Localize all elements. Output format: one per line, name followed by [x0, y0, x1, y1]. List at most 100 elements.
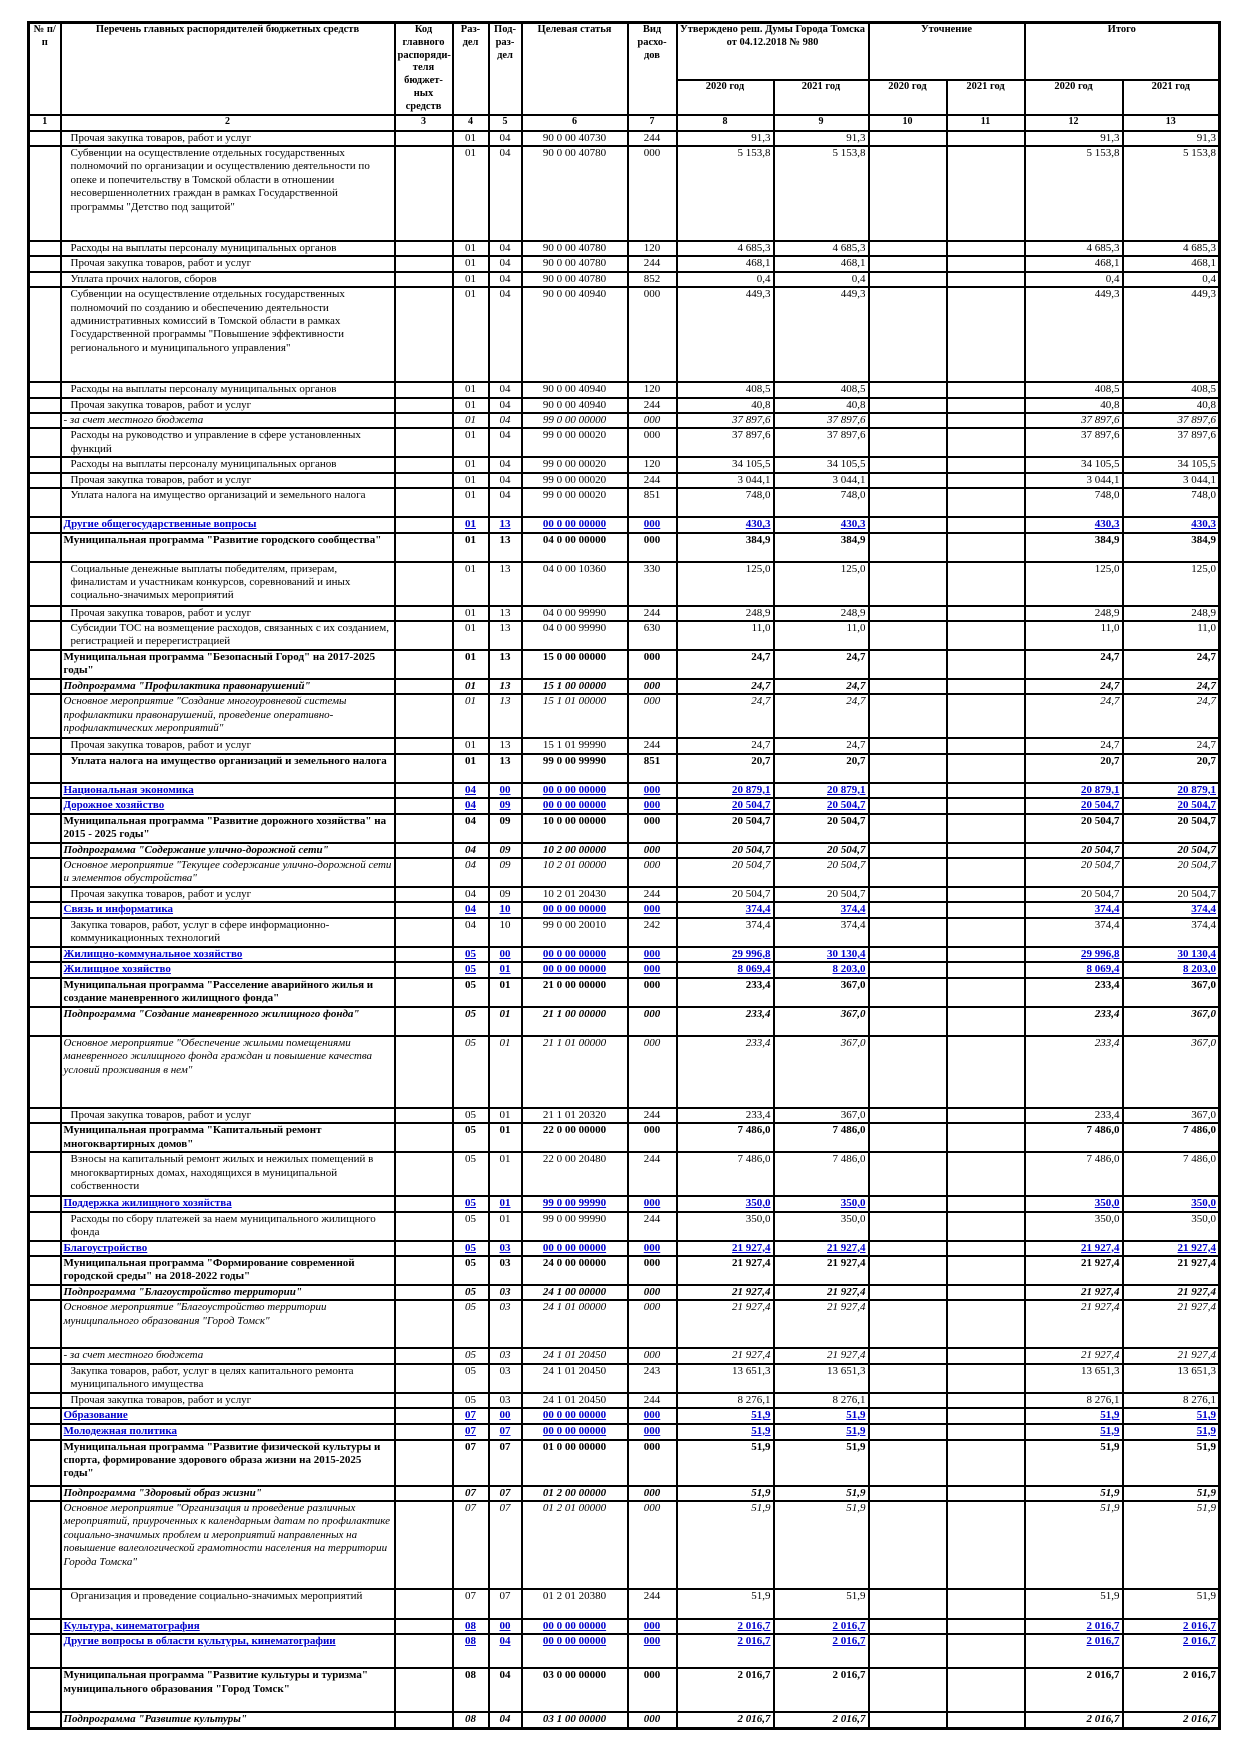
cell-t20: 8 069,4 — [1023, 961, 1124, 979]
cell-num — [27, 604, 62, 623]
cell-name: Расходы на руководство и управление в сф… — [59, 427, 396, 459]
cell-a20: 24,7 — [675, 693, 775, 740]
cell-c21 — [945, 1362, 1026, 1394]
table-row: Прочая закупка товаров, работ и услуг 01 0… — [27, 129, 1221, 148]
table-row: Организация и проведение социально-значи… — [27, 1587, 1221, 1620]
cell-t20: 21 927,4 — [1023, 1283, 1124, 1302]
cell-code — [393, 1299, 454, 1350]
cell-t20: 233,4 — [1023, 976, 1124, 1008]
cell-t21: 449,3 — [1121, 286, 1221, 384]
cell-a20: 24,7 — [675, 678, 775, 696]
cell-pr: 04 — [487, 381, 523, 399]
table-row: Муниципальная программа "Развитие культу… — [27, 1667, 1221, 1714]
header-clarify-2021: 2021 год — [945, 78, 1026, 116]
cell-c21 — [945, 604, 1026, 623]
cell-pr: 07 — [487, 1587, 523, 1620]
cell-pr: 09 — [487, 797, 523, 815]
cell-t20: 248,9 — [1023, 604, 1124, 623]
cell-rz: 04 — [451, 797, 490, 815]
cell-rz: 01 — [451, 752, 490, 784]
cell-t21: 20 504,7 — [1121, 812, 1221, 844]
cell-pr: 04 — [487, 1633, 523, 1670]
table-row: Закупка товаров, работ, услуг в целях ка… — [27, 1362, 1221, 1394]
cell-c21 — [945, 531, 1026, 563]
cell-rz: 04 — [451, 886, 490, 904]
cell-pr: 09 — [487, 857, 523, 889]
cell-name: Закупка товаров, работ, услуг в целях ка… — [59, 1362, 396, 1394]
cell-c20 — [867, 1362, 948, 1394]
table-row: Образование 07 00 00 0 00 00000 000 51,9 51,9 5… — [27, 1407, 1221, 1425]
cell-rz: 01 — [451, 270, 490, 289]
cell-a20: 40,8 — [675, 396, 775, 415]
cell-c20 — [867, 255, 948, 273]
cell-c20 — [867, 649, 948, 681]
cell-vr: 242 — [626, 916, 678, 948]
cell-a20: 125,0 — [675, 560, 775, 607]
cell-num — [27, 693, 62, 740]
cell-csr: 90 0 00 40780 — [520, 255, 629, 273]
cell-rz: 01 — [451, 396, 490, 415]
cell-c20 — [867, 1210, 948, 1242]
cell-csr: 00 0 00 00000 — [520, 1407, 629, 1425]
cell-csr: 90 0 00 40940 — [520, 396, 629, 415]
cell-t21: 51,9 — [1121, 1422, 1221, 1441]
table-row: Дорожное хозяйство 04 09 00 0 00 00000 000 20… — [27, 797, 1221, 815]
header-approved-2021: 2021 год — [772, 78, 870, 116]
cell-t21: 20,7 — [1121, 752, 1221, 784]
cell-t21: 374,4 — [1121, 916, 1221, 948]
cell-vr: 000 — [626, 1407, 678, 1425]
table-row: Муниципальная программа "Развитие физиче… — [27, 1438, 1221, 1487]
cell-rz: 08 — [451, 1617, 490, 1636]
cell-c20 — [867, 471, 948, 490]
cell-t20: 51,9 — [1023, 1438, 1124, 1487]
cell-name: Субвенции на осуществление отдельных гос… — [59, 144, 396, 242]
cell-a20: 449,3 — [675, 286, 775, 384]
cell-vr: 000 — [626, 1499, 678, 1590]
cell-a21: 430,3 — [772, 516, 870, 534]
cell-num — [27, 516, 62, 534]
table-row: Расходы по сбору платежей за наем муници… — [27, 1210, 1221, 1242]
cell-num — [27, 427, 62, 459]
cell-a20: 51,9 — [675, 1499, 775, 1590]
cell-a21: 350,0 — [772, 1195, 870, 1213]
cell-name: Прочая закупка товаров, работ и услуг — [59, 129, 396, 148]
cell-pr: 13 — [487, 620, 523, 652]
cell-name: Связь и информатика — [59, 901, 396, 919]
cell-c21 — [945, 1711, 1026, 1730]
cell-name: Благоустройство — [59, 1239, 396, 1257]
cell-pr: 04 — [487, 456, 523, 474]
cell-csr: 99 0 00 00020 — [520, 427, 629, 459]
cell-a20: 51,9 — [675, 1438, 775, 1487]
cell-name: Подпрограмма "Благоустройство территории… — [59, 1283, 396, 1302]
cell-c21 — [945, 255, 1026, 273]
cell-a20: 13 651,3 — [675, 1362, 775, 1394]
cell-csr: 10 2 00 00000 — [520, 841, 629, 860]
table-row: Муниципальная программа "Развитие городс… — [27, 531, 1221, 563]
cell-c20 — [867, 1484, 948, 1502]
header-target-article: Целевая статья — [520, 21, 629, 116]
cell-t20: 2 016,7 — [1023, 1711, 1124, 1730]
cell-name: Прочая закупка товаров, работ и услуг — [59, 471, 396, 490]
cell-name: Другие общегосударственные вопросы — [59, 516, 396, 534]
cell-vr: 244 — [626, 737, 678, 755]
cell-code — [393, 286, 454, 384]
table-row: Другие общегосударственные вопросы 01 13 00… — [27, 516, 1221, 534]
cell-rz: 07 — [451, 1499, 490, 1590]
cell-c21 — [945, 560, 1026, 607]
table-row: Муниципальная программа "Капитальный рем… — [27, 1122, 1221, 1154]
cell-name: Основное мероприятие "Создание многоуров… — [59, 693, 396, 740]
cell-num — [27, 1587, 62, 1620]
cell-rz: 05 — [451, 1299, 490, 1350]
cell-csr: 04 0 00 10360 — [520, 560, 629, 607]
cell-a20: 3 044,1 — [675, 471, 775, 490]
cell-name: Уплата налога на имущество организаций и… — [59, 487, 396, 519]
cell-num — [27, 781, 62, 800]
table-row: Подпрограмма "Здоровый образ жизни" 07 07 0… — [27, 1484, 1221, 1502]
cell-c21 — [945, 1422, 1026, 1441]
header-total-2021: 2021 год — [1121, 78, 1221, 116]
table-row: Взносы на капитальный ремонт жилых и неж… — [27, 1151, 1221, 1198]
table-row: Жилищно-коммунальное хозяйство 05 00 00 0 0… — [27, 945, 1221, 964]
cell-a20: 20 504,7 — [675, 886, 775, 904]
cell-code — [393, 812, 454, 844]
cell-t20: 374,4 — [1023, 916, 1124, 948]
